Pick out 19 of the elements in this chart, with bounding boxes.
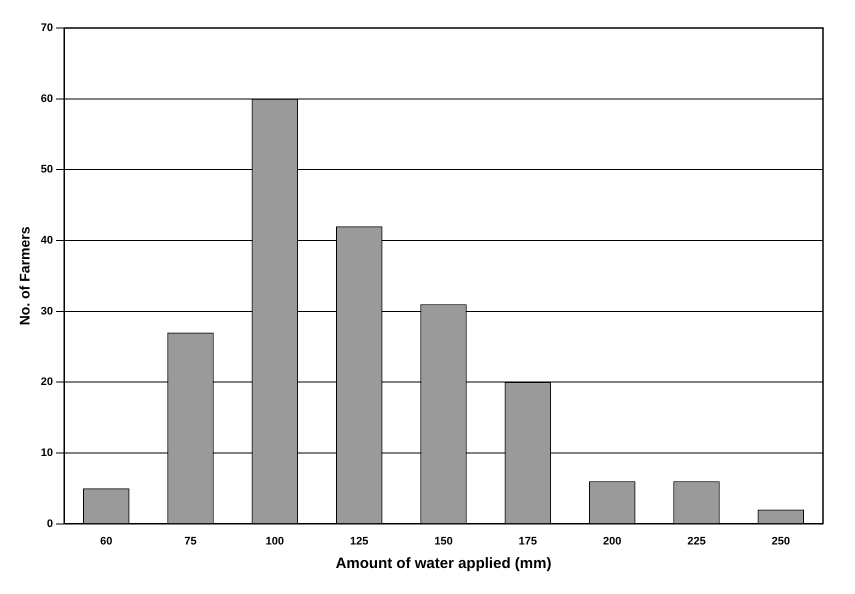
y-tick-label: 20 — [40, 376, 54, 388]
x-tick-label: 75 — [184, 535, 197, 548]
y-tick-label: 10 — [40, 447, 54, 460]
y-tick-label: 30 — [40, 305, 54, 318]
x-tick-label: 225 — [687, 535, 706, 548]
x-tick-label: 175 — [518, 535, 538, 548]
x-tick-label: 125 — [350, 535, 368, 548]
y-tick-label: 70 — [40, 22, 54, 34]
x-tick-label: 250 — [772, 535, 790, 548]
y-tick-label: 40 — [40, 234, 54, 247]
x-tick-label: 200 — [602, 535, 622, 548]
y-tick-label: 60 — [40, 92, 54, 105]
y-axis-title: No. of Farmers — [16, 226, 32, 326]
x-tick-label: 150 — [434, 535, 453, 548]
x-axis-title: Amount of water applied (mm) — [336, 555, 552, 572]
y-tick-label: 50 — [40, 164, 54, 176]
x-tick-label: 60 — [100, 535, 112, 548]
y-tick-label: 0 — [46, 518, 54, 530]
x-tick-label: 100 — [266, 535, 284, 548]
